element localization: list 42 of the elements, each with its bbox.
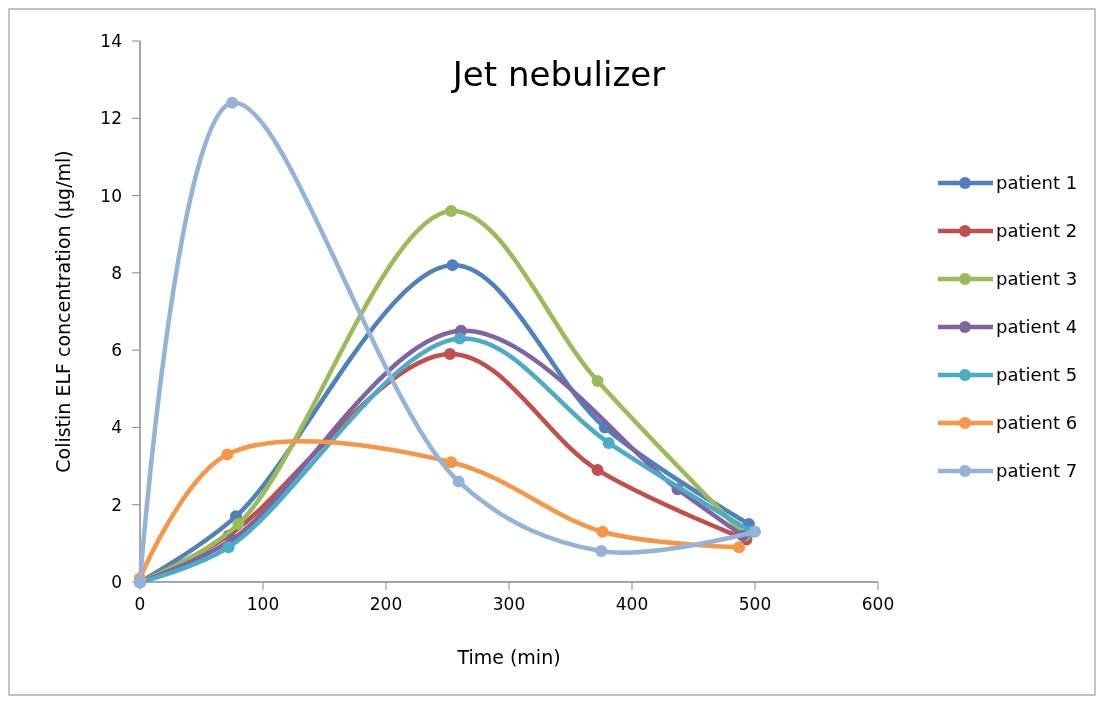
y-tick-label: 8: [111, 262, 122, 283]
point: [453, 332, 466, 345]
x-tick-label: 600: [861, 594, 895, 614]
point: [591, 463, 604, 476]
point: [596, 525, 609, 538]
point: [733, 541, 746, 554]
point: [445, 456, 458, 469]
x-tick-label: 400: [615, 594, 649, 614]
point: [749, 525, 761, 538]
point: [591, 375, 604, 388]
y-tick-label: 4: [111, 417, 122, 438]
y-tick-label: 14: [100, 30, 122, 51]
point: [445, 205, 458, 218]
point: [232, 518, 245, 531]
legend-label: patient 1: [996, 172, 1078, 194]
y-tick-label: 2: [111, 494, 122, 515]
point: [221, 448, 234, 461]
x-tick-label: 100: [246, 594, 280, 614]
legend-label: patient 3: [996, 268, 1078, 290]
x-tick-label: 300: [492, 594, 526, 614]
chart-title: Jet nebulizer: [450, 54, 666, 94]
y-tick-label: 10: [100, 185, 122, 206]
legend-label: patient 6: [996, 412, 1078, 434]
x-tick-label: 0: [134, 594, 146, 614]
point: [595, 545, 608, 558]
point: [226, 96, 239, 109]
legend-label: patient 4: [996, 316, 1078, 338]
x-tick-label: 200: [369, 594, 403, 614]
y-axis-title: Colistin ELF concentration (µg/ml): [52, 150, 74, 473]
legend-label: patient 2: [996, 220, 1078, 242]
point: [452, 475, 465, 488]
legend-label: patient 5: [996, 364, 1078, 386]
y-tick-label: 0: [111, 571, 122, 592]
point: [222, 541, 235, 554]
point: [446, 259, 459, 272]
x-tick-label: 500: [738, 594, 772, 614]
y-tick-label: 12: [100, 108, 122, 129]
point: [443, 348, 456, 361]
x-axis-title: Time (min): [456, 646, 561, 668]
y-tick-label: 6: [111, 340, 122, 361]
point: [602, 436, 615, 449]
legend-label: patient 7: [996, 460, 1078, 482]
